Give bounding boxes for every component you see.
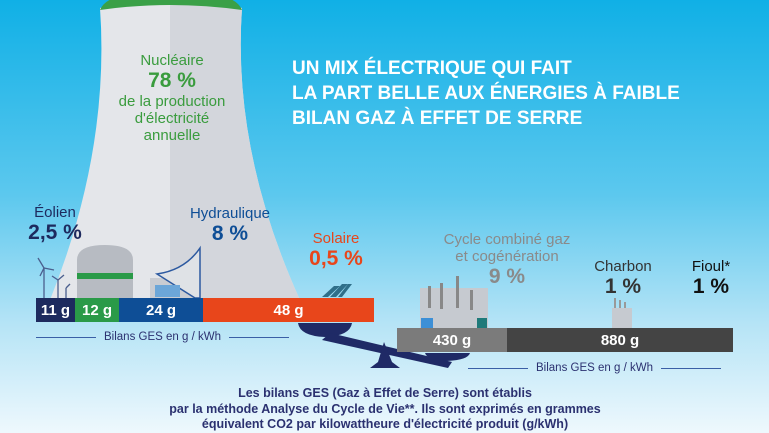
solar-name: Solaire — [312, 230, 360, 247]
footnote-line: par la méthode Analyse du Cycle de Vie**… — [169, 401, 601, 416]
bar-wind: 11 g — [36, 298, 75, 322]
oil-name: Fioul* — [691, 258, 731, 275]
headline-line: BILAN GAZ À EFFET DE SERRE — [292, 108, 583, 129]
reactor-icon — [77, 245, 133, 300]
oil-share: 1 % — [692, 275, 730, 298]
wind-share: 2,5 % — [28, 221, 82, 244]
unit-text: Bilans GES en g / kWh — [536, 362, 653, 374]
nuclear-label-group: Nucléaire 78 % de la production d'électr… — [119, 52, 226, 144]
gas-name: et cogénération — [455, 248, 559, 265]
footnote-line: équivalent CO2 par kilowattheure d'élect… — [201, 417, 569, 431]
headline-line: LA PART BELLE AUX ÉNERGIES À FAIBLE — [292, 83, 680, 104]
solar-panel-icon — [322, 284, 352, 297]
coal-share: 1 % — [604, 275, 642, 298]
nuclear-detail: de la production — [118, 93, 226, 110]
footnote-line: Les bilans GES (Gaz à Effet de Serre) so… — [238, 386, 532, 400]
nuclear-detail: annuelle — [143, 127, 201, 144]
dam-icon — [150, 245, 201, 299]
bar-hydro: 24 g — [119, 298, 203, 322]
bar-solar: 48 g — [203, 298, 374, 322]
nuclear-detail: d'électricité — [134, 110, 210, 127]
coal-plant-icon — [612, 298, 632, 328]
bar-gas: 430 g — [397, 328, 507, 352]
bar-nuclear: 12 g — [75, 298, 119, 322]
bar-coal: 880 g — [507, 328, 733, 352]
footnote: Les bilans GES (Gaz à Effet de Serre) so… — [169, 386, 600, 433]
solar-share: 0,5 % — [309, 247, 363, 270]
gas-share: 9 % — [488, 265, 526, 288]
nuclear-share: 78 % — [148, 69, 196, 92]
coal-name: Charbon — [594, 258, 652, 275]
hydro-name: Hydraulique — [189, 205, 271, 222]
unit-text: Bilans GES en g / kWh — [104, 331, 221, 343]
solar-label-group: Solaire 0,5 % — [309, 230, 363, 271]
hydro-label-group: Hydraulique 8 % — [190, 205, 270, 246]
gas-name: Cycle combiné gaz — [443, 231, 571, 248]
headline-line: UN MIX ÉLECTRIQUE QUI FAIT — [292, 58, 572, 79]
gas-plant-icon — [420, 276, 488, 328]
wind-label-group: Éolien 2,5 % — [28, 204, 82, 245]
coal-label-group: Charbon 1 % — [594, 258, 652, 299]
unit-label-left: Bilans GES en g / kWh — [36, 331, 289, 343]
oil-label-group: Fioul* 1 % — [692, 258, 730, 299]
headline: UN MIX ÉLECTRIQUE QUI FAIT LA PART BELLE… — [292, 56, 680, 131]
unit-label-right: Bilans GES en g / kWh — [468, 362, 721, 374]
gas-label-group: Cycle combiné gaz et cogénération 9 % — [444, 231, 571, 289]
wind-turbine-icon — [37, 257, 71, 298]
balance-scale-icon — [298, 323, 470, 368]
hydro-share: 8 % — [211, 222, 249, 245]
nuclear-name: Nucléaire — [140, 52, 204, 69]
wind-name: Éolien — [34, 204, 76, 221]
